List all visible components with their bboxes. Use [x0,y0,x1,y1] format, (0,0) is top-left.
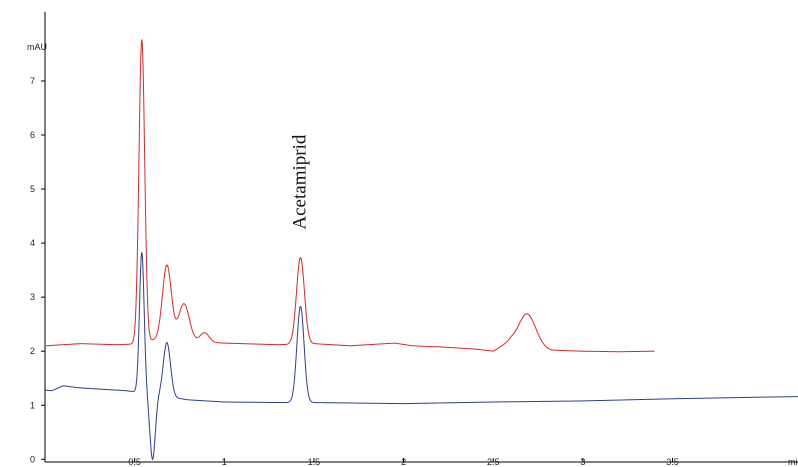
series-line-red [44,39,655,353]
x-tick-label: 0.5 [128,457,141,467]
y-tick-label: 1 [30,400,35,410]
x-tick-label: 1.5 [308,457,321,467]
x-tick-label: 2.5 [487,457,500,467]
y-unit-label: mAU [27,42,47,52]
y-tick-label: 2 [30,346,35,356]
y-tick-label: 4 [30,238,35,248]
x-tick-label: 3 [580,457,585,467]
x-ticks: 0.5 1 1.5 2 2.5 3 3.5 [128,457,678,467]
x-tick-label: 1 [222,457,227,467]
x-unit-label: mi [788,457,798,467]
y-tick-label: 3 [30,292,35,302]
y-tick-label: 5 [30,184,35,194]
series-line-blue [44,252,798,461]
x-tick-label: 2 [401,457,406,467]
y-tick-label: 0 [30,454,35,464]
x-tick-label: 3.5 [666,457,679,467]
y-tick-label: 6 [30,130,35,140]
axes [44,12,798,463]
peak-annotation-acetamiprid: Acetamiprid [290,134,311,229]
y-ticks: 0 1 2 3 4 5 6 7 [30,76,45,464]
series-layer [44,39,798,461]
y-tick-label: 7 [30,76,35,86]
